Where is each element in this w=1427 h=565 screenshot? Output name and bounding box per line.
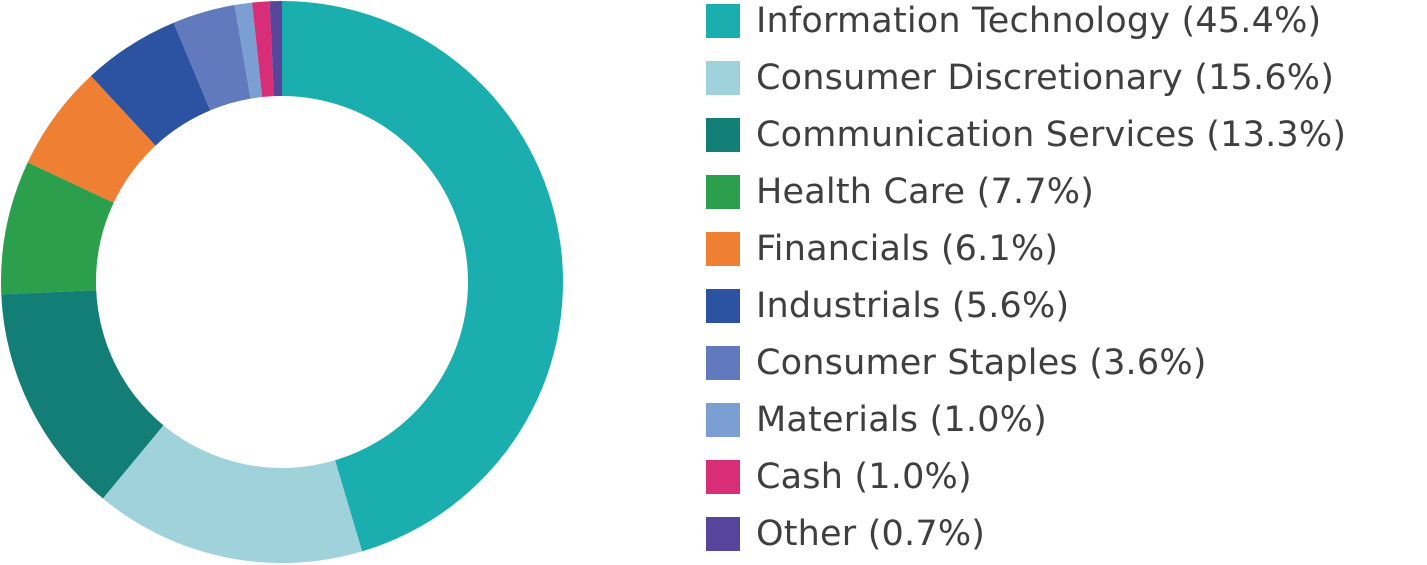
legend-label: Industrials (5.6%) <box>756 286 1070 326</box>
donut-slice-industrials <box>90 22 211 146</box>
legend-label: Cash (1.0%) <box>756 457 972 497</box>
legend-item: Consumer Staples (3.6%) <box>706 343 1207 383</box>
legend-swatch <box>706 346 740 380</box>
legend-swatch <box>706 517 740 551</box>
legend-swatch <box>706 460 740 494</box>
legend-label: Consumer Staples (3.6%) <box>756 343 1207 383</box>
legend-label: Consumer Discretionary (15.6%) <box>756 58 1335 98</box>
legend-item: Consumer Discretionary (15.6%) <box>706 58 1334 98</box>
donut-chart <box>1 1 563 563</box>
legend-swatch <box>706 61 740 95</box>
legend-label: Communication Services (13.3%) <box>756 115 1347 155</box>
legend-label: Health Care (7.7%) <box>756 172 1095 212</box>
legend-item: Cash (1.0%) <box>706 457 972 497</box>
donut-slice-financials <box>27 75 156 203</box>
donut-slice-information-technology <box>282 1 563 552</box>
donut-slice-cash <box>252 1 274 98</box>
donut-slice-other <box>269 1 282 97</box>
legend-label: Materials (1.0%) <box>756 400 1047 440</box>
legend-item: Financials (6.1%) <box>706 229 1058 269</box>
legend-label: Information Technology (45.4%) <box>756 1 1322 41</box>
legend-swatch <box>706 175 740 209</box>
legend-item: Other (0.7%) <box>706 514 985 554</box>
donut-slice-materials <box>234 2 263 99</box>
legend-label: Financials (6.1%) <box>756 229 1059 269</box>
chart-legend: Information Technology (45.4%) Consumer D… <box>706 0 1421 565</box>
legend-item: Health Care (7.7%) <box>706 172 1094 212</box>
donut-slice-health-care <box>1 162 114 295</box>
legend-item: Information Technology (45.4%) <box>706 1 1321 41</box>
legend-item: Materials (1.0%) <box>706 400 1047 440</box>
legend-swatch <box>706 403 740 437</box>
legend-swatch <box>706 4 740 38</box>
legend-item: Industrials (5.6%) <box>706 286 1069 326</box>
legend-item: Communication Services (13.3%) <box>706 115 1346 155</box>
legend-swatch <box>706 118 740 152</box>
legend-swatch <box>706 289 740 323</box>
donut-slice-communication-services <box>1 290 164 499</box>
legend-swatch <box>706 232 740 266</box>
donut-slice-consumer-discretionary <box>102 425 363 563</box>
legend-label: Other (0.7%) <box>756 514 986 554</box>
donut-slice-consumer-staples <box>173 5 251 111</box>
